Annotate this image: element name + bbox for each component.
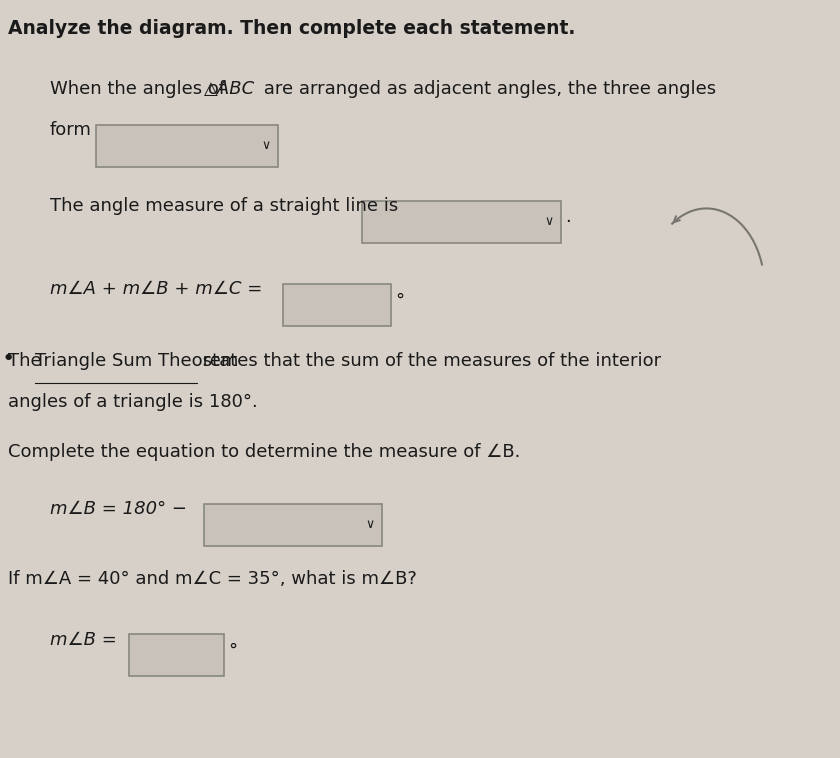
Text: △ABC: △ABC bbox=[203, 80, 255, 98]
FancyBboxPatch shape bbox=[203, 504, 382, 546]
FancyBboxPatch shape bbox=[361, 201, 561, 243]
Text: Triangle Sum Theorem: Triangle Sum Theorem bbox=[35, 352, 239, 371]
Text: ∨: ∨ bbox=[544, 215, 553, 228]
Text: The: The bbox=[8, 352, 48, 371]
Text: m∠B = 180° −: m∠B = 180° − bbox=[50, 500, 186, 518]
Text: The angle measure of a straight line is: The angle measure of a straight line is bbox=[50, 197, 398, 215]
Text: °: ° bbox=[228, 642, 238, 660]
Text: °: ° bbox=[395, 292, 404, 310]
Text: ●: ● bbox=[4, 352, 12, 362]
Text: .: . bbox=[565, 208, 571, 227]
Text: are arranged as adjacent angles, the three angles: are arranged as adjacent angles, the thr… bbox=[258, 80, 716, 98]
Text: states that the sum of the measures of the interior: states that the sum of the measures of t… bbox=[197, 352, 661, 371]
Text: m∠A + m∠B + m∠C =: m∠A + m∠B + m∠C = bbox=[50, 280, 262, 299]
Text: form: form bbox=[50, 121, 92, 139]
Text: If m∠A = 40° and m∠C = 35°, what is m∠B?: If m∠A = 40° and m∠C = 35°, what is m∠B? bbox=[8, 570, 417, 588]
Text: ∨: ∨ bbox=[365, 518, 375, 531]
FancyBboxPatch shape bbox=[96, 125, 278, 167]
FancyBboxPatch shape bbox=[129, 634, 224, 676]
Text: Complete the equation to determine the measure of ∠B.: Complete the equation to determine the m… bbox=[8, 443, 521, 462]
Text: Analyze the diagram. Then complete each statement.: Analyze the diagram. Then complete each … bbox=[8, 19, 575, 38]
Text: When the angles of: When the angles of bbox=[50, 80, 231, 98]
Text: m∠B =: m∠B = bbox=[50, 631, 117, 649]
FancyBboxPatch shape bbox=[282, 284, 391, 326]
Text: angles of a triangle is 180°.: angles of a triangle is 180°. bbox=[8, 393, 258, 411]
Text: ∨: ∨ bbox=[261, 139, 270, 152]
